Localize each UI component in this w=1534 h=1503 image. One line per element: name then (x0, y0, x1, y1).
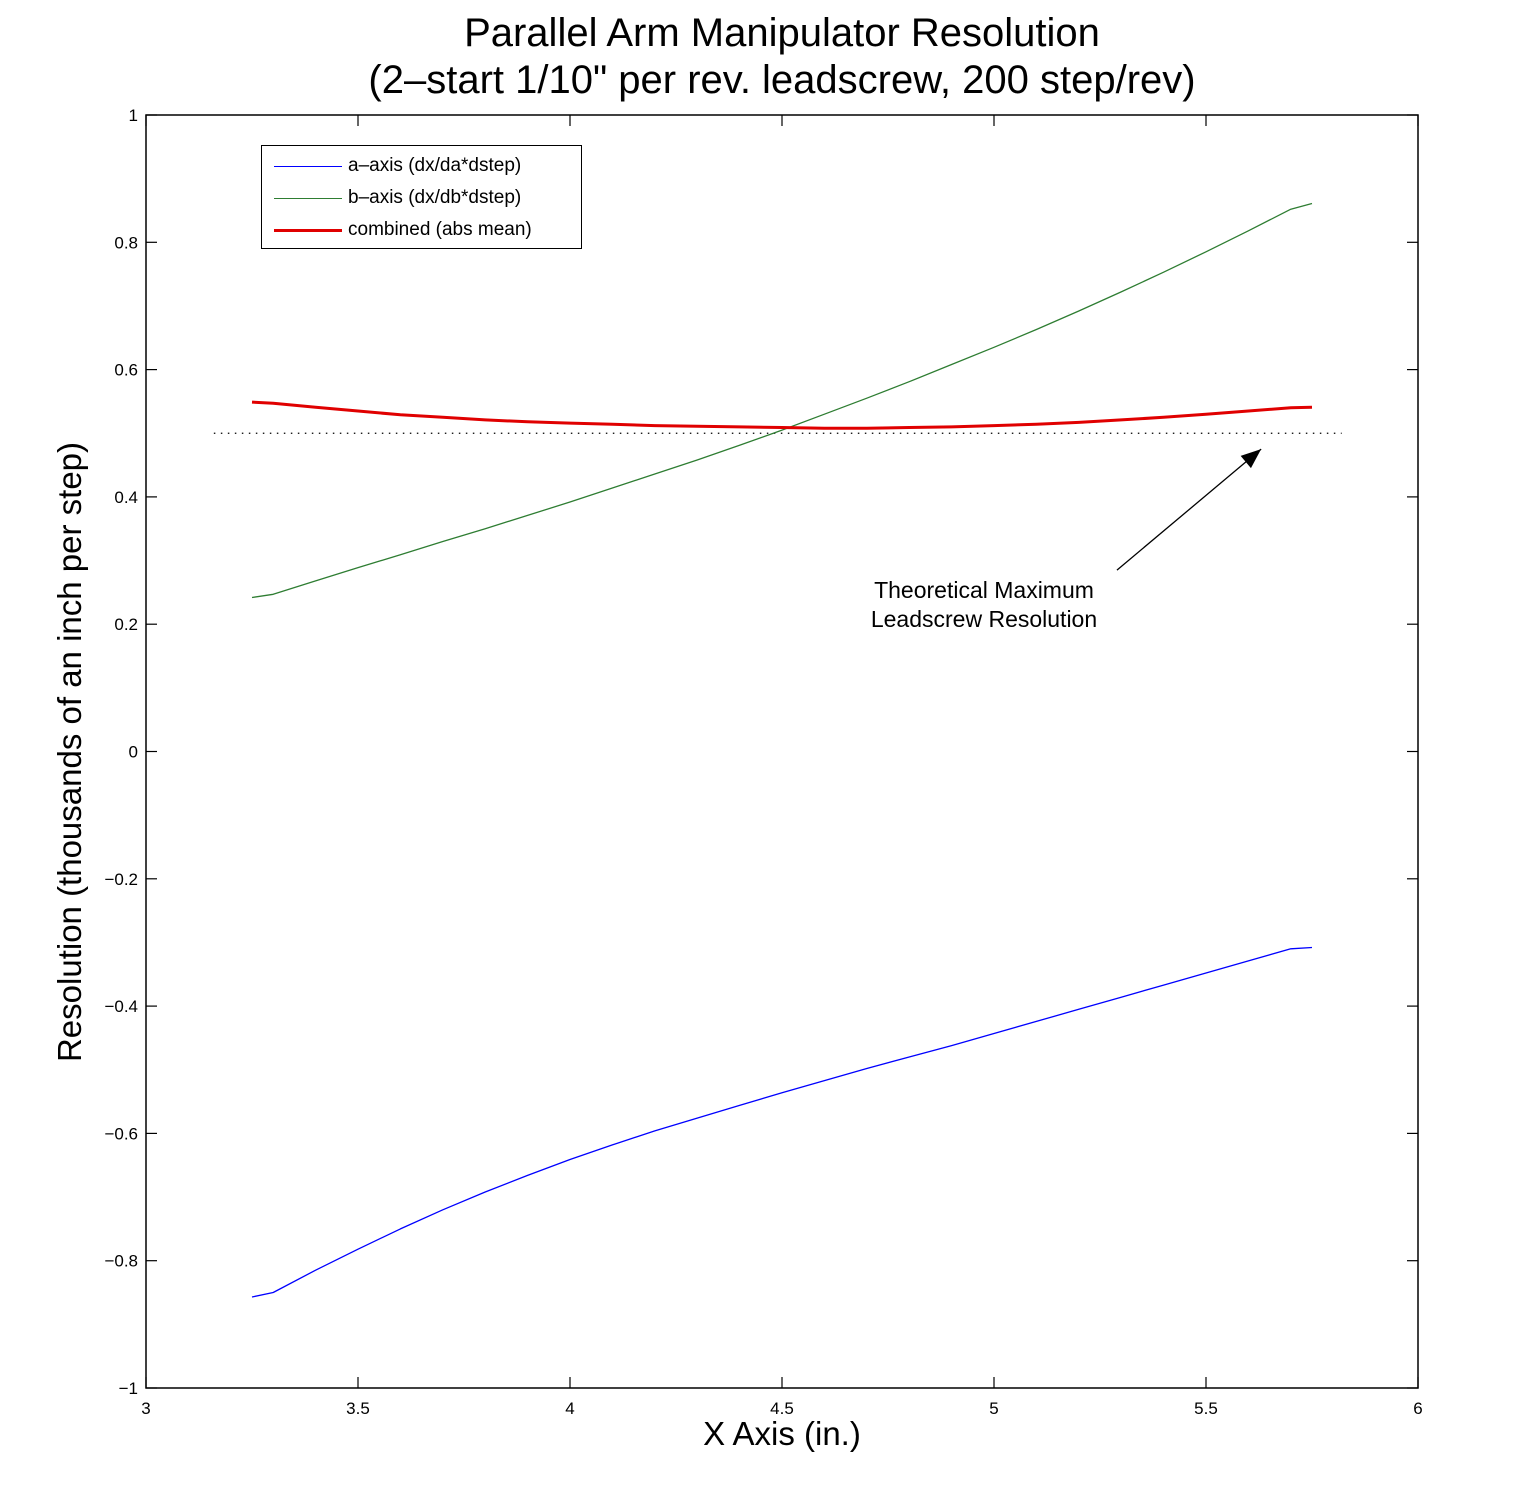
y-axis-label: Resolution (thousands of an inch per ste… (51, 441, 88, 1063)
annotation-arrow-head (1240, 449, 1262, 469)
legend: a–axis (dx/da*dstep) b–axis (dx/db*dstep… (261, 145, 582, 249)
annotation-line-2: Leadscrew Resolution (870, 606, 1098, 632)
x-tick-label: 3.5 (346, 1399, 370, 1418)
y-tick-label: 0.6 (114, 361, 138, 380)
x-tick-label: 5.5 (1194, 1399, 1218, 1418)
annotation-line-1: Theoretical Maximum (874, 577, 1094, 603)
x-tick-label: 5 (989, 1399, 998, 1418)
y-tick-label: −0.6 (104, 1124, 138, 1143)
y-tick-label: −1 (119, 1379, 138, 1398)
x-tick-label: 4 (565, 1399, 574, 1418)
chart-title-line-2: (2–start 1/10" per rev. leadscrew, 200 s… (368, 58, 1196, 102)
annotation-arrow-shaft (1116, 448, 1262, 571)
annotation-text: Theoretical Maximum Leadscrew Resolution (843, 576, 1125, 634)
legend-label-b-axis: b–axis (dx/db*dstep) (348, 187, 522, 208)
x-tick-label: 3 (141, 1399, 150, 1418)
y-tick-label: −0.2 (104, 870, 138, 889)
y-tick-label: 0.2 (114, 615, 138, 634)
chart-title-line-1: Parallel Arm Manipulator Resolution (464, 11, 1100, 55)
legend-item-combined: combined (abs mean) (262, 214, 581, 246)
legend-label-a-axis: a–axis (dx/da*dstep) (348, 155, 522, 176)
y-tick-label: 0.4 (114, 488, 138, 507)
legend-swatch-b-axis (274, 198, 342, 199)
y-tick-label: −0.8 (104, 1252, 138, 1271)
y-tick-label: 0.8 (114, 233, 138, 252)
legend-label-combined: combined (abs mean) (348, 219, 532, 240)
series-line-a-axis (251, 946, 1313, 1298)
y-tick-label: 1 (129, 106, 138, 125)
annotation-arrow-group (1116, 448, 1262, 571)
x-axis-label: X Axis (in.) (703, 1415, 861, 1452)
x-tick-label: 6 (1413, 1399, 1422, 1418)
plot-frame (145, 114, 1419, 1389)
legend-item-b-axis: b–axis (dx/db*dstep) (262, 182, 581, 214)
legend-item-a-axis: a–axis (dx/da*dstep) (262, 150, 581, 182)
series-line-b-axis (251, 202, 1313, 599)
y-tick-label: −0.4 (104, 997, 138, 1016)
y-tick-label: 0 (129, 743, 138, 762)
x-tick-label: 4.5 (770, 1399, 794, 1418)
series-line-combined (251, 400, 1313, 430)
tick-labels: 3 3.5 4 4.5 5 5.5 6 −1 −0.8 −0.6 −0.4 −0.2 0 0.2 0.4 0.… (104, 106, 1422, 1418)
legend-swatch-a-axis (274, 166, 342, 167)
plot-area (146, 115, 1418, 1388)
legend-swatch-combined (274, 229, 342, 232)
series-lines (251, 202, 1313, 1298)
